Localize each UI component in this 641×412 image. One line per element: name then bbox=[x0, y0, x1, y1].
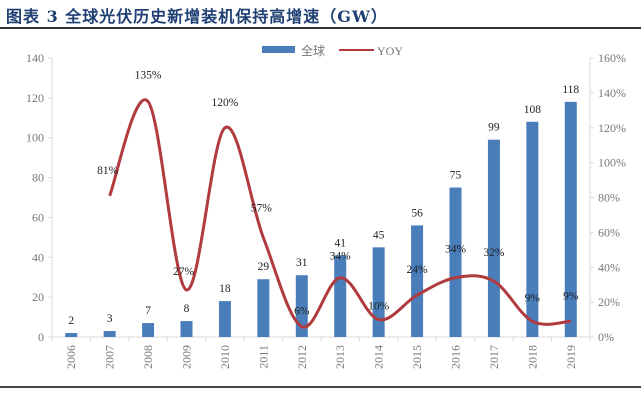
x-tick-label: 2013 bbox=[333, 345, 347, 369]
bar bbox=[218, 301, 231, 337]
bar-value-label: 45 bbox=[373, 229, 385, 241]
title-divider bbox=[0, 27, 641, 29]
right-tick-label: 40% bbox=[598, 260, 620, 274]
legend-swatch-bar bbox=[262, 46, 295, 53]
bar bbox=[295, 275, 308, 337]
x-tick-label: 2007 bbox=[103, 345, 117, 369]
right-tick-label: 100% bbox=[598, 156, 626, 170]
x-tick-label: 2008 bbox=[141, 345, 155, 369]
x-tick-label: 2010 bbox=[218, 345, 232, 369]
left-tick-label: 0 bbox=[38, 330, 44, 344]
yoy-value-label: 6% bbox=[294, 306, 310, 318]
bar-value-label: 7 bbox=[145, 305, 151, 317]
bar-value-label: 118 bbox=[562, 84, 579, 96]
bar-value-label: 99 bbox=[488, 122, 500, 134]
yoy-value-label: 32% bbox=[483, 247, 505, 259]
right-tick-label: 60% bbox=[598, 225, 620, 239]
right-tick-label: 160% bbox=[598, 51, 626, 65]
bottom-divider bbox=[0, 386, 641, 388]
x-tick-label: 2017 bbox=[487, 345, 501, 369]
bar bbox=[257, 279, 270, 337]
yoy-value-label: 10% bbox=[368, 301, 390, 313]
bar bbox=[334, 255, 347, 337]
yoy-value-label: 24% bbox=[407, 264, 429, 276]
legend: 全球 YOY bbox=[262, 43, 403, 58]
yoy-value-label: 27% bbox=[173, 266, 195, 278]
x-tick-label: 2018 bbox=[525, 345, 539, 369]
bar bbox=[564, 101, 577, 337]
bar-value-label: 31 bbox=[296, 257, 308, 269]
yoy-value-label: 81% bbox=[97, 165, 119, 177]
left-tick-label: 60 bbox=[32, 210, 44, 224]
bar-value-label: 75 bbox=[450, 170, 462, 182]
left-tick-label: 20 bbox=[32, 290, 44, 304]
right-tick-label: 140% bbox=[598, 86, 626, 100]
bar-value-label: 56 bbox=[411, 207, 423, 219]
x-tick-label: 2006 bbox=[64, 345, 78, 369]
bar bbox=[65, 333, 78, 337]
left-tick-label: 40 bbox=[32, 250, 44, 264]
yoy-value-label: 120% bbox=[212, 97, 239, 109]
x-tick-label: 2015 bbox=[410, 345, 424, 369]
x-tick-label: 2011 bbox=[256, 345, 270, 369]
x-tick-label: 2014 bbox=[372, 345, 386, 369]
yoy-line bbox=[108, 98, 571, 329]
bar bbox=[526, 121, 539, 338]
left-tick-label: 140 bbox=[26, 51, 44, 65]
x-tick-label: 2012 bbox=[295, 345, 309, 369]
legend-label-bar: 全球 bbox=[301, 43, 325, 58]
right-tick-label: 20% bbox=[598, 295, 620, 309]
bar-value-label: 41 bbox=[334, 237, 346, 249]
left-tick-label: 100 bbox=[26, 131, 44, 145]
legend-label-line: YOY bbox=[377, 44, 403, 58]
bar bbox=[180, 321, 193, 337]
left-tick-label: 120 bbox=[26, 91, 44, 105]
right-tick-label: 0% bbox=[598, 330, 614, 344]
yoy-value-label: 57% bbox=[251, 203, 273, 215]
x-tick-label: 2019 bbox=[564, 345, 578, 369]
yoy-value-label: 34% bbox=[330, 251, 352, 263]
bar-value-label: 108 bbox=[524, 104, 542, 116]
bar bbox=[411, 225, 424, 337]
left-tick-label: 80 bbox=[32, 171, 44, 185]
chart-title: 图表 3 全球光伏历史新增装机保持高增速（GW） bbox=[6, 7, 388, 26]
yoy-value-label: 34% bbox=[445, 244, 467, 256]
yoy-value-label: 9% bbox=[525, 292, 541, 304]
bar bbox=[372, 247, 385, 337]
bar bbox=[142, 323, 155, 337]
x-tick-label: 2009 bbox=[180, 345, 194, 369]
yoy-value-label: 135% bbox=[135, 70, 162, 82]
right-tick-label: 80% bbox=[598, 191, 620, 205]
bar bbox=[449, 187, 462, 337]
bar bbox=[487, 139, 500, 337]
yoy-value-label: 9% bbox=[563, 290, 579, 302]
bar-value-label: 3 bbox=[107, 313, 113, 325]
bar-value-label: 8 bbox=[184, 303, 190, 315]
x-tick-label: 2016 bbox=[449, 345, 463, 369]
bar bbox=[103, 331, 116, 337]
bar-value-label: 18 bbox=[219, 283, 231, 295]
right-tick-label: 120% bbox=[598, 121, 626, 135]
bar-value-label: 29 bbox=[258, 261, 270, 273]
bar-value-label: 2 bbox=[68, 315, 74, 327]
